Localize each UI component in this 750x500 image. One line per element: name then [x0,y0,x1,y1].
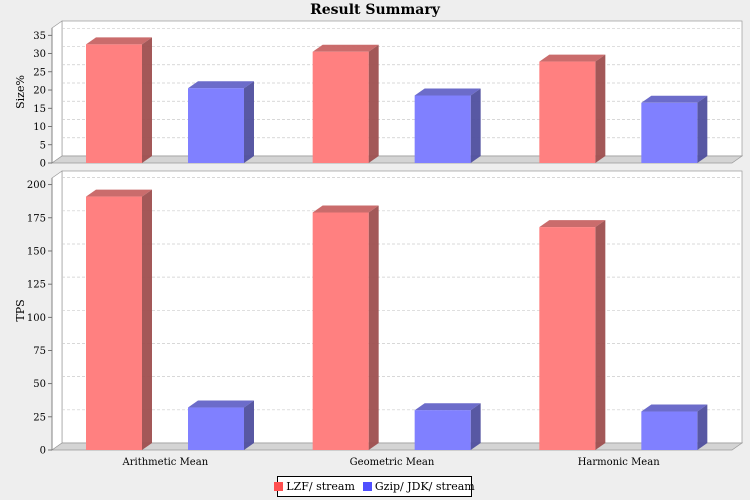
bar-top [312,205,379,213]
bar-top [188,81,254,89]
bar-top [414,88,481,96]
legend-label-lzf: LZF/ stream [286,480,355,493]
bar [641,102,698,163]
bar-top [188,400,254,408]
y-tick-label: 75 [33,346,46,357]
y-tick-label: 175 [27,213,46,224]
bar [312,212,369,450]
x-category-label: Harmonic Mean [578,457,661,468]
legend-item-lzf: LZF/ stream [274,480,355,493]
bar-top [539,220,606,228]
bar-side [697,95,708,163]
y-tick-label: 20 [33,86,46,97]
bar [641,411,698,450]
y-tick-label: 35 [33,31,46,42]
plot-panel-1: 0 5 10 15 20 25 30 35 Size% [14,20,744,170]
bar [86,196,142,450]
bar-top [312,44,379,52]
y-tick-label: 125 [27,280,46,291]
y-tick-label: 0 [40,446,46,457]
y-tick-label: 50 [33,379,46,390]
plot-background [61,20,743,157]
y-tick-label: 25 [33,67,46,78]
x-category-label: Geometric Mean [350,457,435,468]
bar-side [368,205,379,450]
bar [188,407,244,450]
legend: LZF/ stream Gzip/ JDK/ stream [274,476,475,497]
bar-side [142,189,152,450]
plot-floor [50,442,744,451]
plot-side-wall [51,170,63,451]
bar [539,61,596,163]
bar [86,44,142,164]
y-tick-label: 25 [33,412,46,423]
y-axis-label: Size% [14,75,27,109]
bar [312,51,369,163]
bar-side [595,54,606,163]
bar-top [641,404,708,412]
bar-top [86,189,152,197]
plot-floor [50,155,744,164]
chart-title: Result Summary [310,2,441,18]
bar-side [142,37,152,164]
plot-background [61,170,743,444]
bar [414,410,471,450]
x-category-label: Arithmetic Mean [122,457,209,468]
bar-top [414,403,481,411]
plot-side-wall [51,20,63,164]
bar-top [641,95,708,103]
bar-top [539,54,606,62]
bar-side [470,403,481,450]
bar-side [595,220,606,450]
y-tick-label: 30 [33,49,46,60]
plot-panel-2: 0 25 50 75 100 125 150 175 200 TPS [14,170,744,457]
y-axis-label: TPS [14,299,27,321]
bar [188,88,244,163]
y-tick-label: 0 [40,159,46,170]
bar-side [470,88,481,163]
y-tick-label: 15 [33,104,46,115]
bar-side [244,81,254,163]
legend-label-gzip: Gzip/ JDK/ stream [374,480,475,493]
bar [539,227,596,450]
bar [414,95,471,163]
legend-swatch-gzip [362,482,372,491]
y-tick-label: 100 [27,313,46,324]
y-tick-label: 5 [40,140,46,151]
bar-side [244,400,254,450]
legend-swatch-lzf [274,482,284,491]
y-tick-label: 200 [27,180,46,191]
bar-top [86,37,152,45]
bar-side [368,44,379,163]
legend-item-gzip: Gzip/ JDK/ stream [362,480,475,493]
y-tick-label: 150 [27,246,46,257]
y-tick-label: 10 [33,122,46,133]
bar-side [697,404,708,450]
